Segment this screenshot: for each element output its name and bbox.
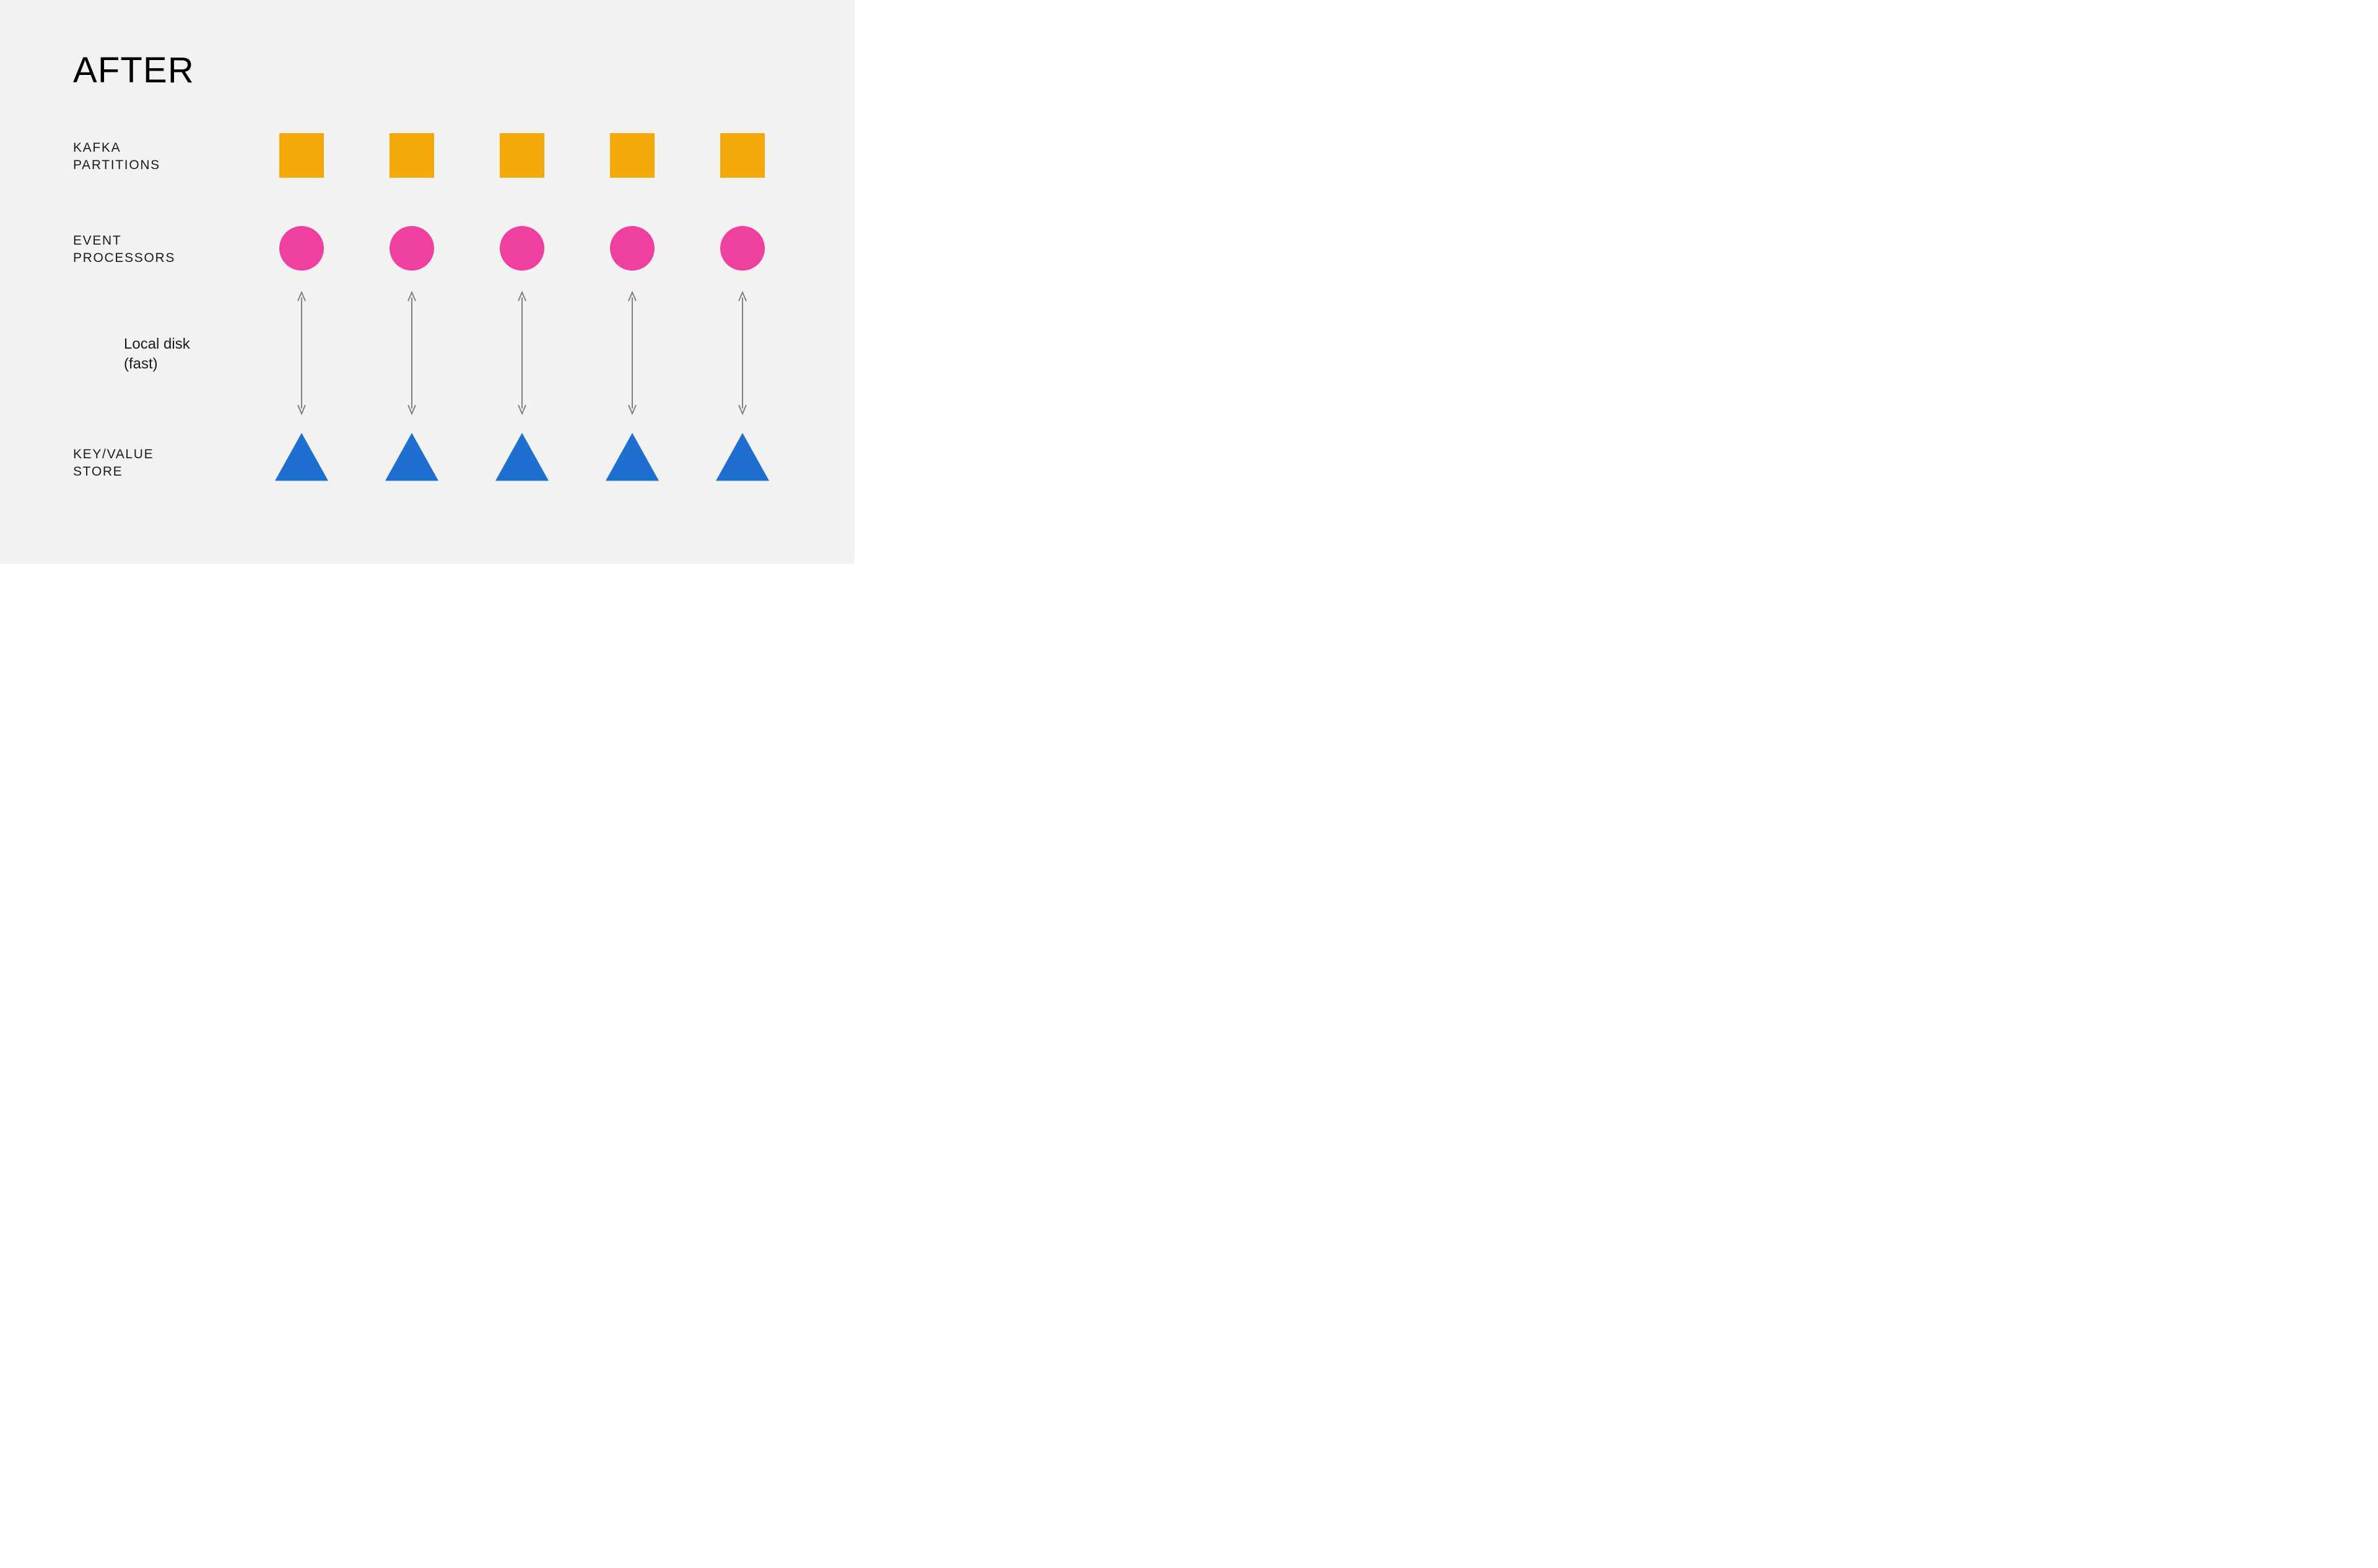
event-processor-icon xyxy=(390,226,434,271)
bidirectional-arrow-icon xyxy=(730,292,755,414)
kv-store-icon xyxy=(275,433,328,481)
kv-store-icon xyxy=(495,433,549,481)
bidirectional-arrow-icon xyxy=(289,292,314,414)
kafka-partition-icon xyxy=(500,133,544,178)
event-processor-icon xyxy=(720,226,765,271)
bidirectional-arrow-icon xyxy=(510,292,534,414)
kv-store-icon xyxy=(716,433,769,481)
kafka-partition-icon xyxy=(279,133,324,178)
event-processor-icon xyxy=(500,226,544,271)
kafka-partition-icon xyxy=(720,133,765,178)
event-processor-icon xyxy=(610,226,655,271)
kv-store-icon xyxy=(385,433,438,481)
diagram-title: AFTER xyxy=(73,50,194,91)
event-processor-icon xyxy=(279,226,324,271)
row-label-processors: EVENT PROCESSORS xyxy=(73,232,175,268)
bidirectional-arrow-icon xyxy=(399,292,424,414)
row-label-kafka: KAFKA PARTITIONS xyxy=(73,139,160,175)
arrow-label-local-disk: Local disk (fast) xyxy=(124,334,190,375)
kv-store-icon xyxy=(606,433,659,481)
kafka-partition-icon xyxy=(390,133,434,178)
bidirectional-arrow-icon xyxy=(620,292,645,414)
diagram-canvas: AFTER KAFKA PARTITIONS EVENT PROCESSORS … xyxy=(0,0,855,564)
row-label-store: KEY/VALUE STORE xyxy=(73,446,154,481)
kafka-partition-icon xyxy=(610,133,655,178)
